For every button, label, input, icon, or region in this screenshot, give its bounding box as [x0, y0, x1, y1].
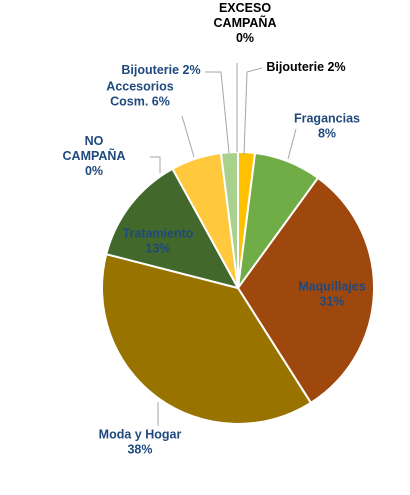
data-label-maquillajes-31-2: Maquillajes 31% [298, 280, 365, 309]
data-label-line: 38% [127, 443, 152, 457]
data-label-line: Fragancias [294, 112, 360, 126]
data-label-line: Cosm. 6% [110, 95, 170, 109]
data-label-no-campana-0-5: NO CAMPAÑA 0% [63, 134, 126, 178]
data-label-line: EXCESO [219, 1, 271, 15]
data-labels: Bijouterie 2%Fragancias 8%Maquillajes 31%M… [63, 1, 366, 457]
data-label-bijouterie-2-0: Bijouterie 2% [266, 60, 345, 74]
data-label-line: NO [85, 134, 104, 148]
data-label-fragancias-8-1: Fragancias 8% [294, 112, 360, 141]
data-label-moda-y-hogar-38-3: Moda y Hogar 38% [99, 428, 182, 457]
data-label-line: 8% [318, 127, 336, 141]
data-label-line: 0% [85, 164, 103, 178]
data-label-line: Moda y Hogar [99, 428, 182, 442]
data-label-line: CAMPAÑA [63, 148, 126, 163]
data-label-line: 31% [319, 295, 344, 309]
data-label-line: Bijouterie 2% [121, 63, 200, 77]
pie-slice-bijouterie-2-7 [219, 150, 239, 289]
data-label-line: Accesorios [106, 80, 173, 94]
leader-line-accesorios-cosm-6-6 [181, 115, 195, 158]
data-label-exceso-campana-0-8: EXCESO CAMPAÑA 0% [214, 1, 277, 45]
pie-slice-maquillajes-31-2 [237, 176, 375, 404]
data-label-line: 13% [145, 242, 170, 256]
leader-lines [150, 63, 297, 426]
leader-line-fragancias-8-1 [287, 128, 297, 160]
data-label-bijouterie-2-7: Bijouterie 2% [121, 63, 200, 77]
data-label-line: Maquillajes [298, 280, 365, 294]
pie-slices [101, 150, 375, 426]
pie-slice-tratamiento-13-4 [105, 167, 239, 289]
leader-line-bijouterie-2-0 [243, 67, 263, 156]
data-label-accesorios-cosm-6-6: Accesorios Cosm. 6% [106, 80, 173, 109]
leader-line-no-campana-0-5 [150, 156, 161, 173]
data-label-line: CAMPAÑA [214, 15, 277, 30]
data-label-line: Bijouterie 2% [266, 60, 345, 74]
pie-slice-moda-y-hogar-38-3 [101, 253, 312, 426]
data-label-line: Tratamiento [123, 227, 194, 241]
data-label-tratamiento-13-4: Tratamiento 13% [123, 227, 194, 256]
leader-line-bijouterie-2-7 [205, 71, 230, 154]
data-label-line: 0% [236, 31, 254, 45]
